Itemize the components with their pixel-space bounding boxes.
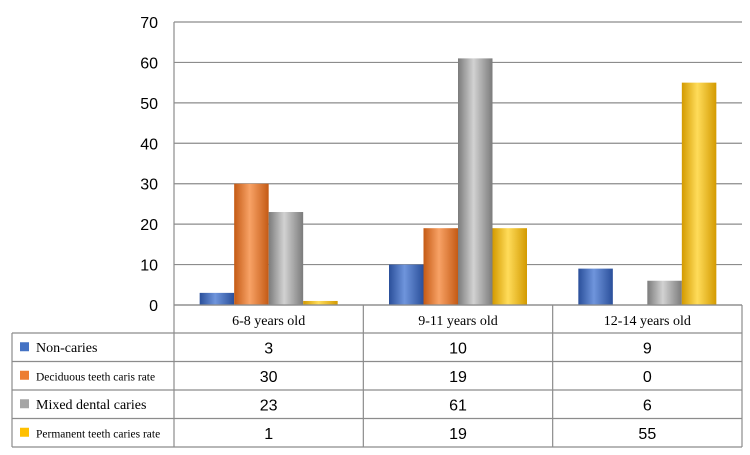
- y-tick-label: 60: [140, 55, 158, 72]
- bar: [647, 280, 682, 305]
- table-value: 6: [643, 397, 652, 414]
- legend-label: Permanent teeth caries rate: [36, 428, 160, 440]
- bar: [578, 268, 613, 305]
- table-value: 0: [643, 369, 652, 386]
- category-label: 12-14 years old: [604, 314, 691, 329]
- y-tick-label: 10: [140, 258, 158, 275]
- legend-swatch: [20, 370, 29, 380]
- bar: [458, 58, 493, 306]
- table-value: 1: [264, 426, 273, 443]
- table-value: 10: [449, 340, 467, 357]
- table-value: 3: [264, 340, 273, 357]
- table-value: 23: [260, 397, 278, 414]
- legend-swatch: [20, 399, 29, 409]
- table-value: 19: [449, 426, 467, 443]
- table-value: 19: [449, 369, 467, 386]
- legend-label: Non-caries: [36, 341, 97, 356]
- bar: [389, 264, 424, 305]
- bar: [303, 300, 338, 305]
- bar: [199, 292, 235, 305]
- bar: [268, 212, 304, 305]
- legend-swatch: [20, 342, 29, 352]
- y-tick-label: 20: [140, 217, 158, 234]
- legend-swatch: [20, 427, 29, 437]
- table-value: 30: [260, 369, 278, 386]
- y-tick-label: 50: [140, 96, 158, 113]
- category-label: 6-8 years old: [232, 314, 305, 329]
- bars: [199, 58, 717, 306]
- y-tick-label: 30: [140, 177, 158, 194]
- legend-label: Mixed dental caries: [36, 398, 146, 413]
- y-tick-label: 70: [140, 15, 158, 32]
- table-value: 9: [643, 340, 652, 357]
- bar: [681, 82, 717, 306]
- category-label: 9-11 years old: [418, 314, 498, 329]
- data-table: 6-8 years old 9-11 years old 12-14 years o…: [11, 304, 743, 448]
- table-value: 61: [449, 397, 467, 414]
- y-tick-label: 40: [140, 136, 158, 153]
- bar: [234, 183, 269, 305]
- bar: [423, 228, 458, 305]
- y-tick-label: 0: [149, 298, 158, 315]
- table-value: 55: [638, 426, 656, 443]
- bar: [492, 228, 527, 305]
- y-axis-ticks: 0 10 20 30 40 50 60 70: [140, 15, 158, 315]
- legend-label: Deciduous teeth caris rate: [36, 371, 155, 383]
